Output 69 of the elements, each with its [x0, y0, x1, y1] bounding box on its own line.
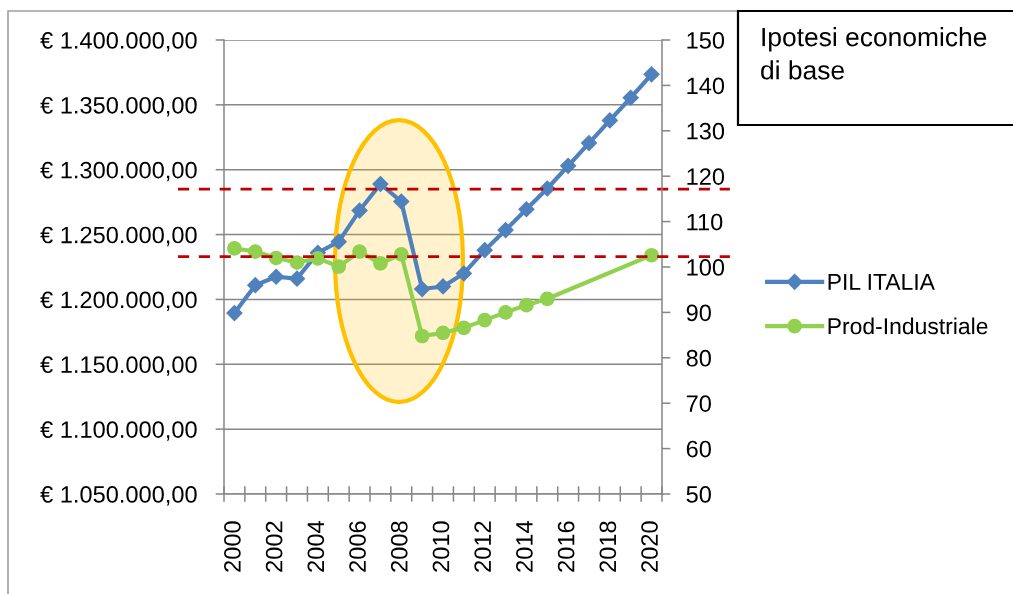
- point: [392, 193, 410, 210]
- point: [601, 112, 619, 129]
- y-tick-label: € 1.250.000,00: [40, 226, 197, 247]
- point: [373, 256, 388, 271]
- x-tick-label: 2018: [599, 521, 617, 572]
- point: [352, 244, 367, 259]
- point: [288, 270, 306, 288]
- y2-tick-label: 70: [686, 395, 711, 412]
- y2-tick-label: 140: [687, 77, 725, 95]
- point: [539, 291, 555, 307]
- y-tick-label: € 1.050.000,00: [40, 486, 197, 506]
- y-tick-label: € 1.100.000,00: [40, 421, 197, 441]
- point: [393, 247, 409, 262]
- y2-tick-label: 60: [686, 440, 711, 458]
- point: [518, 200, 535, 218]
- point: [331, 259, 347, 274]
- legend-label: Prod-Industriale: [828, 317, 988, 335]
- y2-tick-label: 90: [686, 304, 711, 322]
- point: [247, 244, 263, 259]
- x-tick-label: 2002: [265, 521, 283, 572]
- point: [434, 278, 452, 295]
- legend-label: PIL ITALIA: [828, 274, 935, 290]
- point: [226, 304, 243, 322]
- point: [289, 255, 305, 270]
- point: [435, 325, 451, 341]
- point: [622, 89, 640, 107]
- x-tick-label: 2006: [349, 521, 366, 572]
- y2-tick-label: 100: [687, 259, 725, 276]
- point: [414, 328, 430, 344]
- point: [455, 265, 473, 282]
- point: [246, 276, 264, 294]
- x-tick-label: 2010: [432, 521, 450, 572]
- y-tick-label: € 1.400.000,00: [40, 32, 197, 52]
- x-tick-label: 2020: [641, 521, 658, 572]
- point: [643, 66, 660, 83]
- x-tick-label: 2000: [224, 521, 241, 572]
- y2-tick-label: 130: [687, 122, 725, 140]
- y2-tick-label: 50: [686, 486, 711, 503]
- point: [644, 247, 659, 263]
- x-tick-label: 2004: [307, 521, 325, 572]
- y2-tick-label: 80: [686, 349, 711, 367]
- point: [477, 312, 493, 328]
- point: [476, 241, 494, 259]
- point: [267, 268, 285, 286]
- point: [351, 202, 368, 219]
- point: [413, 280, 431, 298]
- y2-tick-label: 150: [687, 32, 725, 49]
- x-tick-label: 2012: [474, 521, 492, 572]
- point: [310, 251, 326, 266]
- point: [497, 221, 514, 239]
- point: [498, 305, 513, 320]
- point: [372, 175, 389, 193]
- point: [330, 233, 348, 251]
- x-tick-label: 2008: [390, 521, 408, 572]
- y-tick-label: € 1.350.000,00: [40, 96, 197, 117]
- text: Ipotesi economiche di base: [761, 27, 987, 80]
- x-tick-label: 2016: [557, 521, 575, 572]
- y-tick-label: € 1.200.000,00: [40, 291, 197, 312]
- point: [456, 320, 472, 336]
- point: [519, 297, 534, 313]
- y2-tick-label: 110: [687, 213, 723, 231]
- x-tick-label: 2014: [516, 521, 533, 572]
- point: [580, 134, 598, 152]
- y-tick-label: € 1.300.000,00: [40, 161, 197, 182]
- y-tick-label: € 1.150.000,00: [40, 356, 197, 376]
- point: [559, 157, 577, 175]
- point: [268, 250, 284, 266]
- y2-tick-label: 120: [687, 168, 725, 185]
- point: [227, 241, 242, 256]
